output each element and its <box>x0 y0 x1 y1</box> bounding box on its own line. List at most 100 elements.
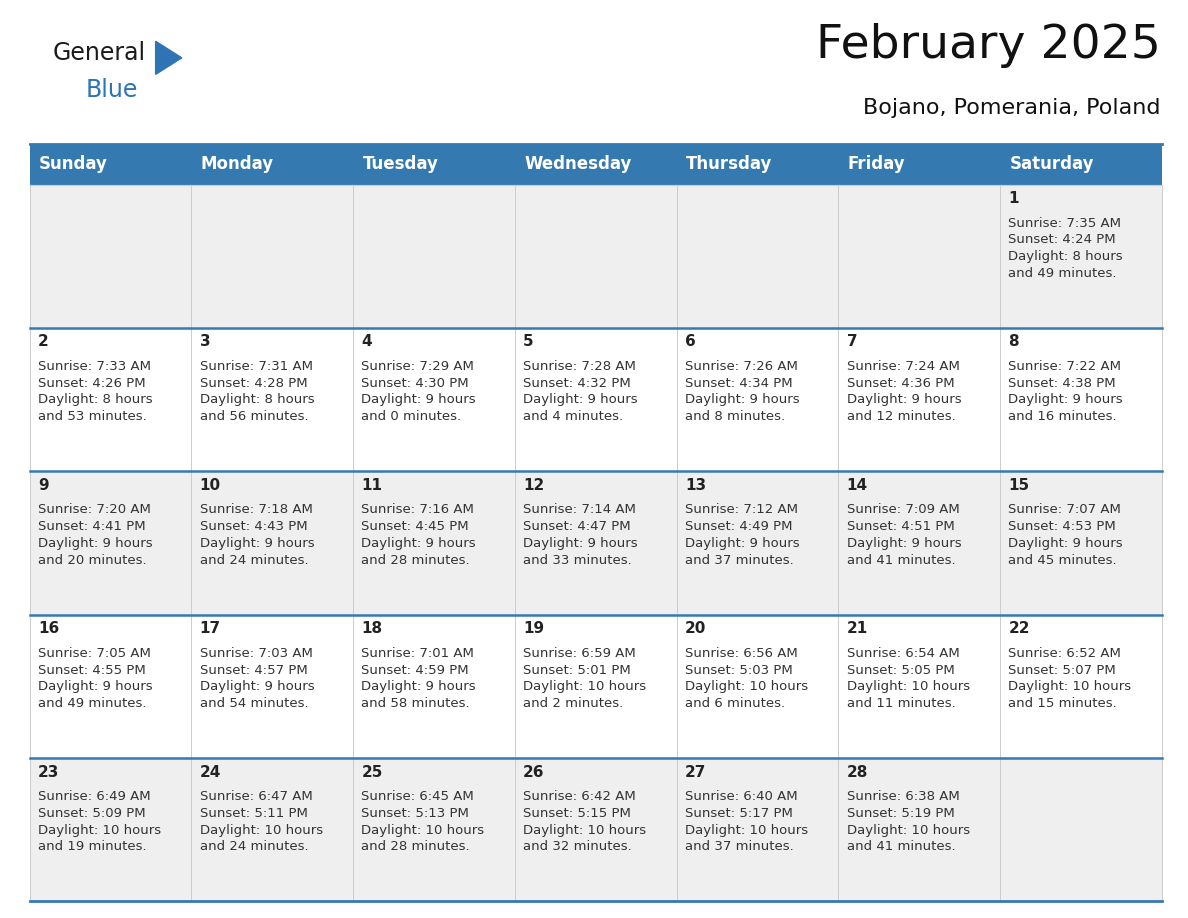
Text: Daylight: 9 hours: Daylight: 9 hours <box>361 680 476 693</box>
Text: 24: 24 <box>200 765 221 779</box>
Text: Daylight: 10 hours: Daylight: 10 hours <box>685 823 808 836</box>
Text: Daylight: 9 hours: Daylight: 9 hours <box>1009 537 1123 550</box>
Bar <box>839 144 1000 185</box>
Text: and 16 minutes.: and 16 minutes. <box>1009 410 1117 423</box>
Text: and 11 minutes.: and 11 minutes. <box>847 697 955 710</box>
Bar <box>677 144 839 185</box>
Text: 3: 3 <box>200 334 210 350</box>
Text: 17: 17 <box>200 621 221 636</box>
Text: 11: 11 <box>361 477 383 493</box>
Text: 12: 12 <box>523 477 544 493</box>
Text: and 49 minutes.: and 49 minutes. <box>38 697 146 710</box>
Text: Sunset: 4:55 PM: Sunset: 4:55 PM <box>38 664 146 677</box>
Text: and 41 minutes.: and 41 minutes. <box>847 840 955 854</box>
Text: Sunrise: 6:42 AM: Sunrise: 6:42 AM <box>523 790 636 803</box>
Text: Sunday: Sunday <box>39 155 108 174</box>
Text: Daylight: 9 hours: Daylight: 9 hours <box>200 680 315 693</box>
Text: Daylight: 10 hours: Daylight: 10 hours <box>685 680 808 693</box>
Text: Sunset: 4:45 PM: Sunset: 4:45 PM <box>361 521 469 533</box>
Text: 1: 1 <box>1009 191 1019 206</box>
Text: Daylight: 9 hours: Daylight: 9 hours <box>1009 394 1123 407</box>
Text: Sunrise: 7:14 AM: Sunrise: 7:14 AM <box>523 503 636 517</box>
Text: Sunset: 4:53 PM: Sunset: 4:53 PM <box>1009 521 1117 533</box>
Text: 23: 23 <box>38 765 59 779</box>
Text: Daylight: 9 hours: Daylight: 9 hours <box>38 537 152 550</box>
Text: and 49 minutes.: and 49 minutes. <box>1009 267 1117 280</box>
Text: 9: 9 <box>38 477 49 493</box>
Text: Daylight: 10 hours: Daylight: 10 hours <box>847 823 969 836</box>
Bar <box>30 328 1162 471</box>
Text: Sunrise: 7:35 AM: Sunrise: 7:35 AM <box>1009 217 1121 230</box>
Text: 16: 16 <box>38 621 59 636</box>
Text: Daylight: 10 hours: Daylight: 10 hours <box>38 823 162 836</box>
Text: Blue: Blue <box>86 78 138 102</box>
Text: Sunset: 5:03 PM: Sunset: 5:03 PM <box>685 664 792 677</box>
Text: Daylight: 9 hours: Daylight: 9 hours <box>847 394 961 407</box>
Text: Daylight: 8 hours: Daylight: 8 hours <box>200 394 315 407</box>
Text: 15: 15 <box>1009 477 1030 493</box>
Text: Sunrise: 7:31 AM: Sunrise: 7:31 AM <box>200 360 312 373</box>
Text: and 2 minutes.: and 2 minutes. <box>523 697 624 710</box>
Text: Daylight: 9 hours: Daylight: 9 hours <box>361 394 476 407</box>
Text: and 20 minutes.: and 20 minutes. <box>38 554 146 566</box>
Text: Daylight: 8 hours: Daylight: 8 hours <box>1009 250 1123 263</box>
Text: 19: 19 <box>523 621 544 636</box>
Text: and 8 minutes.: and 8 minutes. <box>685 410 785 423</box>
Text: Sunset: 4:49 PM: Sunset: 4:49 PM <box>685 521 792 533</box>
Text: Sunset: 4:57 PM: Sunset: 4:57 PM <box>200 664 308 677</box>
Text: Sunrise: 7:07 AM: Sunrise: 7:07 AM <box>1009 503 1121 517</box>
Bar <box>30 471 1162 615</box>
Text: Sunset: 5:17 PM: Sunset: 5:17 PM <box>685 807 792 820</box>
Text: Daylight: 10 hours: Daylight: 10 hours <box>1009 680 1131 693</box>
Bar <box>30 615 1162 758</box>
Text: 28: 28 <box>847 765 868 779</box>
Text: Daylight: 9 hours: Daylight: 9 hours <box>200 537 315 550</box>
Bar <box>353 144 514 185</box>
Text: 4: 4 <box>361 334 372 350</box>
Text: Daylight: 9 hours: Daylight: 9 hours <box>847 537 961 550</box>
Text: Tuesday: Tuesday <box>362 155 438 174</box>
Text: Sunset: 5:19 PM: Sunset: 5:19 PM <box>847 807 954 820</box>
Text: Sunset: 5:01 PM: Sunset: 5:01 PM <box>523 664 631 677</box>
Text: Daylight: 10 hours: Daylight: 10 hours <box>200 823 323 836</box>
Text: and 45 minutes.: and 45 minutes. <box>1009 554 1117 566</box>
Text: and 28 minutes.: and 28 minutes. <box>361 840 470 854</box>
Text: Sunset: 5:15 PM: Sunset: 5:15 PM <box>523 807 631 820</box>
Text: Sunset: 5:09 PM: Sunset: 5:09 PM <box>38 807 146 820</box>
Text: 8: 8 <box>1009 334 1019 350</box>
Text: 18: 18 <box>361 621 383 636</box>
Text: Daylight: 10 hours: Daylight: 10 hours <box>523 823 646 836</box>
Text: Sunrise: 7:33 AM: Sunrise: 7:33 AM <box>38 360 151 373</box>
Text: Sunrise: 6:40 AM: Sunrise: 6:40 AM <box>685 790 797 803</box>
Text: Monday: Monday <box>201 155 274 174</box>
Text: Sunrise: 7:01 AM: Sunrise: 7:01 AM <box>361 647 474 660</box>
Text: and 28 minutes.: and 28 minutes. <box>361 554 470 566</box>
Text: and 6 minutes.: and 6 minutes. <box>685 697 785 710</box>
Bar <box>30 144 191 185</box>
Text: 26: 26 <box>523 765 545 779</box>
Text: 27: 27 <box>685 765 707 779</box>
Text: 5: 5 <box>523 334 533 350</box>
Text: 21: 21 <box>847 621 868 636</box>
Text: Thursday: Thursday <box>687 155 772 174</box>
Text: and 4 minutes.: and 4 minutes. <box>523 410 624 423</box>
Text: 10: 10 <box>200 477 221 493</box>
Text: Daylight: 10 hours: Daylight: 10 hours <box>361 823 485 836</box>
Text: Sunset: 5:11 PM: Sunset: 5:11 PM <box>200 807 308 820</box>
Text: Sunrise: 7:18 AM: Sunrise: 7:18 AM <box>200 503 312 517</box>
Text: and 24 minutes.: and 24 minutes. <box>200 840 309 854</box>
Text: Sunset: 5:05 PM: Sunset: 5:05 PM <box>847 664 954 677</box>
Text: Sunrise: 6:56 AM: Sunrise: 6:56 AM <box>685 647 797 660</box>
Bar <box>514 144 677 185</box>
Text: Sunrise: 6:38 AM: Sunrise: 6:38 AM <box>847 790 960 803</box>
Text: Sunset: 4:59 PM: Sunset: 4:59 PM <box>361 664 469 677</box>
Text: Sunrise: 7:05 AM: Sunrise: 7:05 AM <box>38 647 151 660</box>
Text: Sunrise: 7:20 AM: Sunrise: 7:20 AM <box>38 503 151 517</box>
Text: and 32 minutes.: and 32 minutes. <box>523 840 632 854</box>
Text: 13: 13 <box>685 477 706 493</box>
Text: 22: 22 <box>1009 621 1030 636</box>
Text: Daylight: 8 hours: Daylight: 8 hours <box>38 394 152 407</box>
Text: Sunset: 4:32 PM: Sunset: 4:32 PM <box>523 376 631 390</box>
Text: and 24 minutes.: and 24 minutes. <box>200 554 309 566</box>
Text: Daylight: 9 hours: Daylight: 9 hours <box>685 537 800 550</box>
